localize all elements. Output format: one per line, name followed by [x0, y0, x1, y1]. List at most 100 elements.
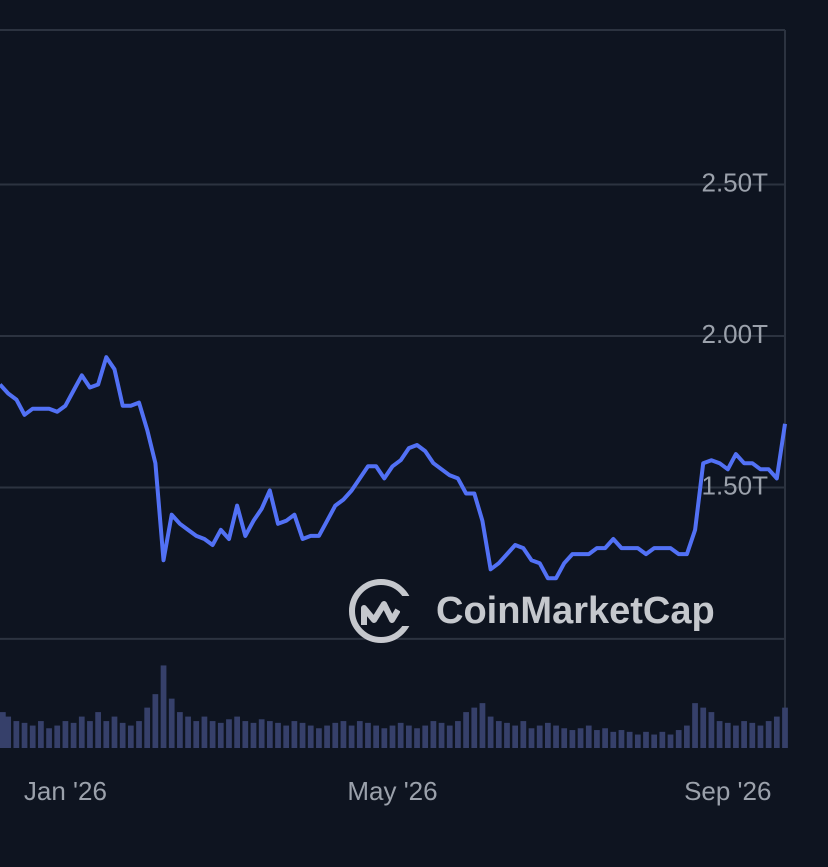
- axis-labels: 1.50T 2.00T 2.50T Jan '26 May '26 Sep '26: [24, 167, 772, 805]
- volume-bar: [0, 712, 6, 748]
- volume-bar: [512, 725, 519, 748]
- y-tick-label: 1.50T: [702, 470, 769, 500]
- volume-bar: [700, 707, 707, 748]
- volume-bar: [659, 731, 666, 748]
- volume-bar: [651, 734, 658, 748]
- volume-bar: [348, 725, 355, 748]
- volume-bar: [487, 716, 494, 748]
- volume-bar: [495, 721, 502, 748]
- volume-bar: [324, 725, 330, 748]
- volume-bar: [258, 719, 265, 748]
- volume-bars: [0, 665, 788, 748]
- volume-bar: [168, 698, 175, 748]
- volume-bar: [136, 721, 142, 748]
- x-tick-label: Jan '26: [24, 776, 107, 806]
- volume-bar: [504, 722, 510, 748]
- volume-bar: [307, 725, 314, 748]
- volume-bar: [38, 721, 44, 748]
- volume-bar: [667, 734, 674, 748]
- volume-bar: [471, 707, 478, 748]
- volume-bar: [78, 716, 85, 748]
- volume-bar: [250, 722, 257, 748]
- volume-bar: [643, 731, 649, 748]
- volume-bar: [438, 722, 445, 748]
- volume-bar: [553, 725, 559, 748]
- volume-bar: [177, 712, 183, 748]
- volume-bar: [446, 725, 453, 748]
- volume-bar: [749, 722, 756, 748]
- volume-bar: [119, 722, 126, 748]
- volume-bar: [675, 730, 682, 748]
- volume-bar: [291, 721, 298, 748]
- volume-bar: [463, 712, 469, 748]
- volume-bar: [87, 721, 93, 748]
- volume-bar: [716, 721, 723, 748]
- volume-bar: [569, 730, 576, 748]
- volume-bar: [528, 728, 535, 748]
- watermark-logo-gap: [400, 596, 420, 626]
- volume-bar: [201, 716, 208, 748]
- volume-bar: [626, 731, 633, 748]
- volume-bar: [397, 722, 404, 748]
- y-tick-label: 2.50T: [702, 167, 769, 197]
- volume-bar: [160, 665, 167, 748]
- volume-bar: [185, 716, 191, 748]
- volume-bar: [684, 725, 690, 748]
- volume-bar: [782, 707, 788, 748]
- volume-bar: [634, 734, 641, 748]
- volume-bar: [389, 725, 396, 748]
- volume-bar: [455, 721, 461, 748]
- volume-bar: [29, 725, 36, 748]
- volume-bar: [479, 703, 486, 748]
- volume-bar: [217, 722, 224, 748]
- volume-bar: [209, 721, 216, 748]
- volume-bar: [773, 716, 780, 748]
- price-line: [0, 355, 787, 581]
- volume-bar: [144, 707, 151, 748]
- volume-bar: [70, 722, 77, 748]
- volume-bar: [95, 712, 101, 748]
- volume-bar: [765, 721, 772, 748]
- volume-bar: [275, 722, 281, 748]
- volume-bar: [21, 722, 28, 748]
- volume-bar: [365, 722, 371, 748]
- volume-bar: [316, 728, 322, 748]
- volume-bar: [610, 731, 617, 748]
- volume-bar: [561, 728, 568, 748]
- volume-bar: [340, 721, 347, 748]
- volume-bar: [733, 725, 739, 748]
- volume-bar: [356, 721, 363, 748]
- volume-bar: [692, 703, 698, 748]
- volume-bar: [414, 728, 420, 748]
- volume-bar: [724, 722, 731, 748]
- volume-bar: [127, 725, 134, 748]
- volume-bar: [13, 721, 20, 748]
- volume-bar: [585, 725, 592, 748]
- volume-bar: [103, 721, 110, 748]
- volume-bar: [594, 730, 600, 748]
- volume-bar: [283, 725, 290, 748]
- volume-bar: [741, 721, 747, 748]
- volume-bar: [299, 722, 306, 748]
- volume-bar: [520, 721, 527, 748]
- volume-bar: [111, 716, 118, 748]
- watermark-text: CoinMarketCap: [436, 590, 715, 632]
- volume-bar: [422, 725, 429, 748]
- volume-bar: [226, 719, 232, 748]
- y-tick-label: 2.00T: [702, 319, 769, 349]
- watermark-logo-mark: [361, 601, 401, 625]
- volume-bar: [545, 722, 551, 748]
- volume-bar: [757, 725, 764, 748]
- watermark: CoinMarketCap: [349, 579, 715, 643]
- volume-bar: [5, 716, 12, 748]
- volume-bar: [193, 721, 200, 748]
- volume-bar: [577, 728, 584, 748]
- volume-bar: [46, 728, 52, 748]
- volume-bar: [618, 730, 625, 748]
- volume-bar: [152, 694, 159, 748]
- volume-bar: [242, 721, 249, 748]
- volume-bar: [536, 725, 543, 748]
- volume-bar: [381, 728, 388, 748]
- volume-bar: [373, 725, 380, 748]
- volume-bar: [62, 721, 69, 748]
